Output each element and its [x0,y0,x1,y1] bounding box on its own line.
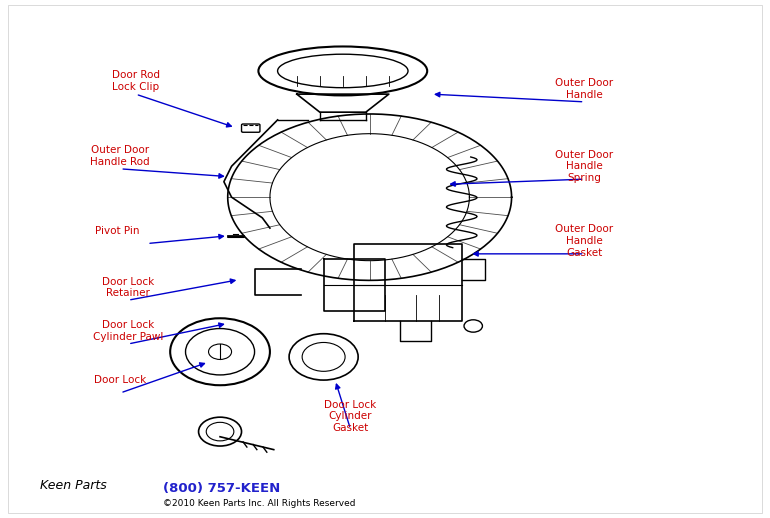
Text: ©2010 Keen Parts Inc. All Rights Reserved: ©2010 Keen Parts Inc. All Rights Reserve… [162,499,355,508]
Text: Door Rod
Lock Clip: Door Rod Lock Clip [112,70,159,92]
Text: Outer Door
Handle: Outer Door Handle [555,78,614,100]
Text: Keen Parts: Keen Parts [40,479,106,492]
Text: Door Lock
Cylinder
Gasket: Door Lock Cylinder Gasket [324,399,377,433]
Text: (800) 757-KEEN: (800) 757-KEEN [162,482,280,495]
Text: Pivot Pin: Pivot Pin [95,226,139,236]
Text: Door Lock: Door Lock [94,375,146,385]
Text: Outer Door
Handle
Spring: Outer Door Handle Spring [555,150,614,183]
Text: Door Lock
Cylinder Pawl: Door Lock Cylinder Pawl [93,320,163,342]
Text: Door Lock
Retainer: Door Lock Retainer [102,277,154,298]
Text: Outer Door
Handle Rod: Outer Door Handle Rod [91,145,150,167]
Text: Outer Door
Handle
Gasket: Outer Door Handle Gasket [555,224,614,257]
